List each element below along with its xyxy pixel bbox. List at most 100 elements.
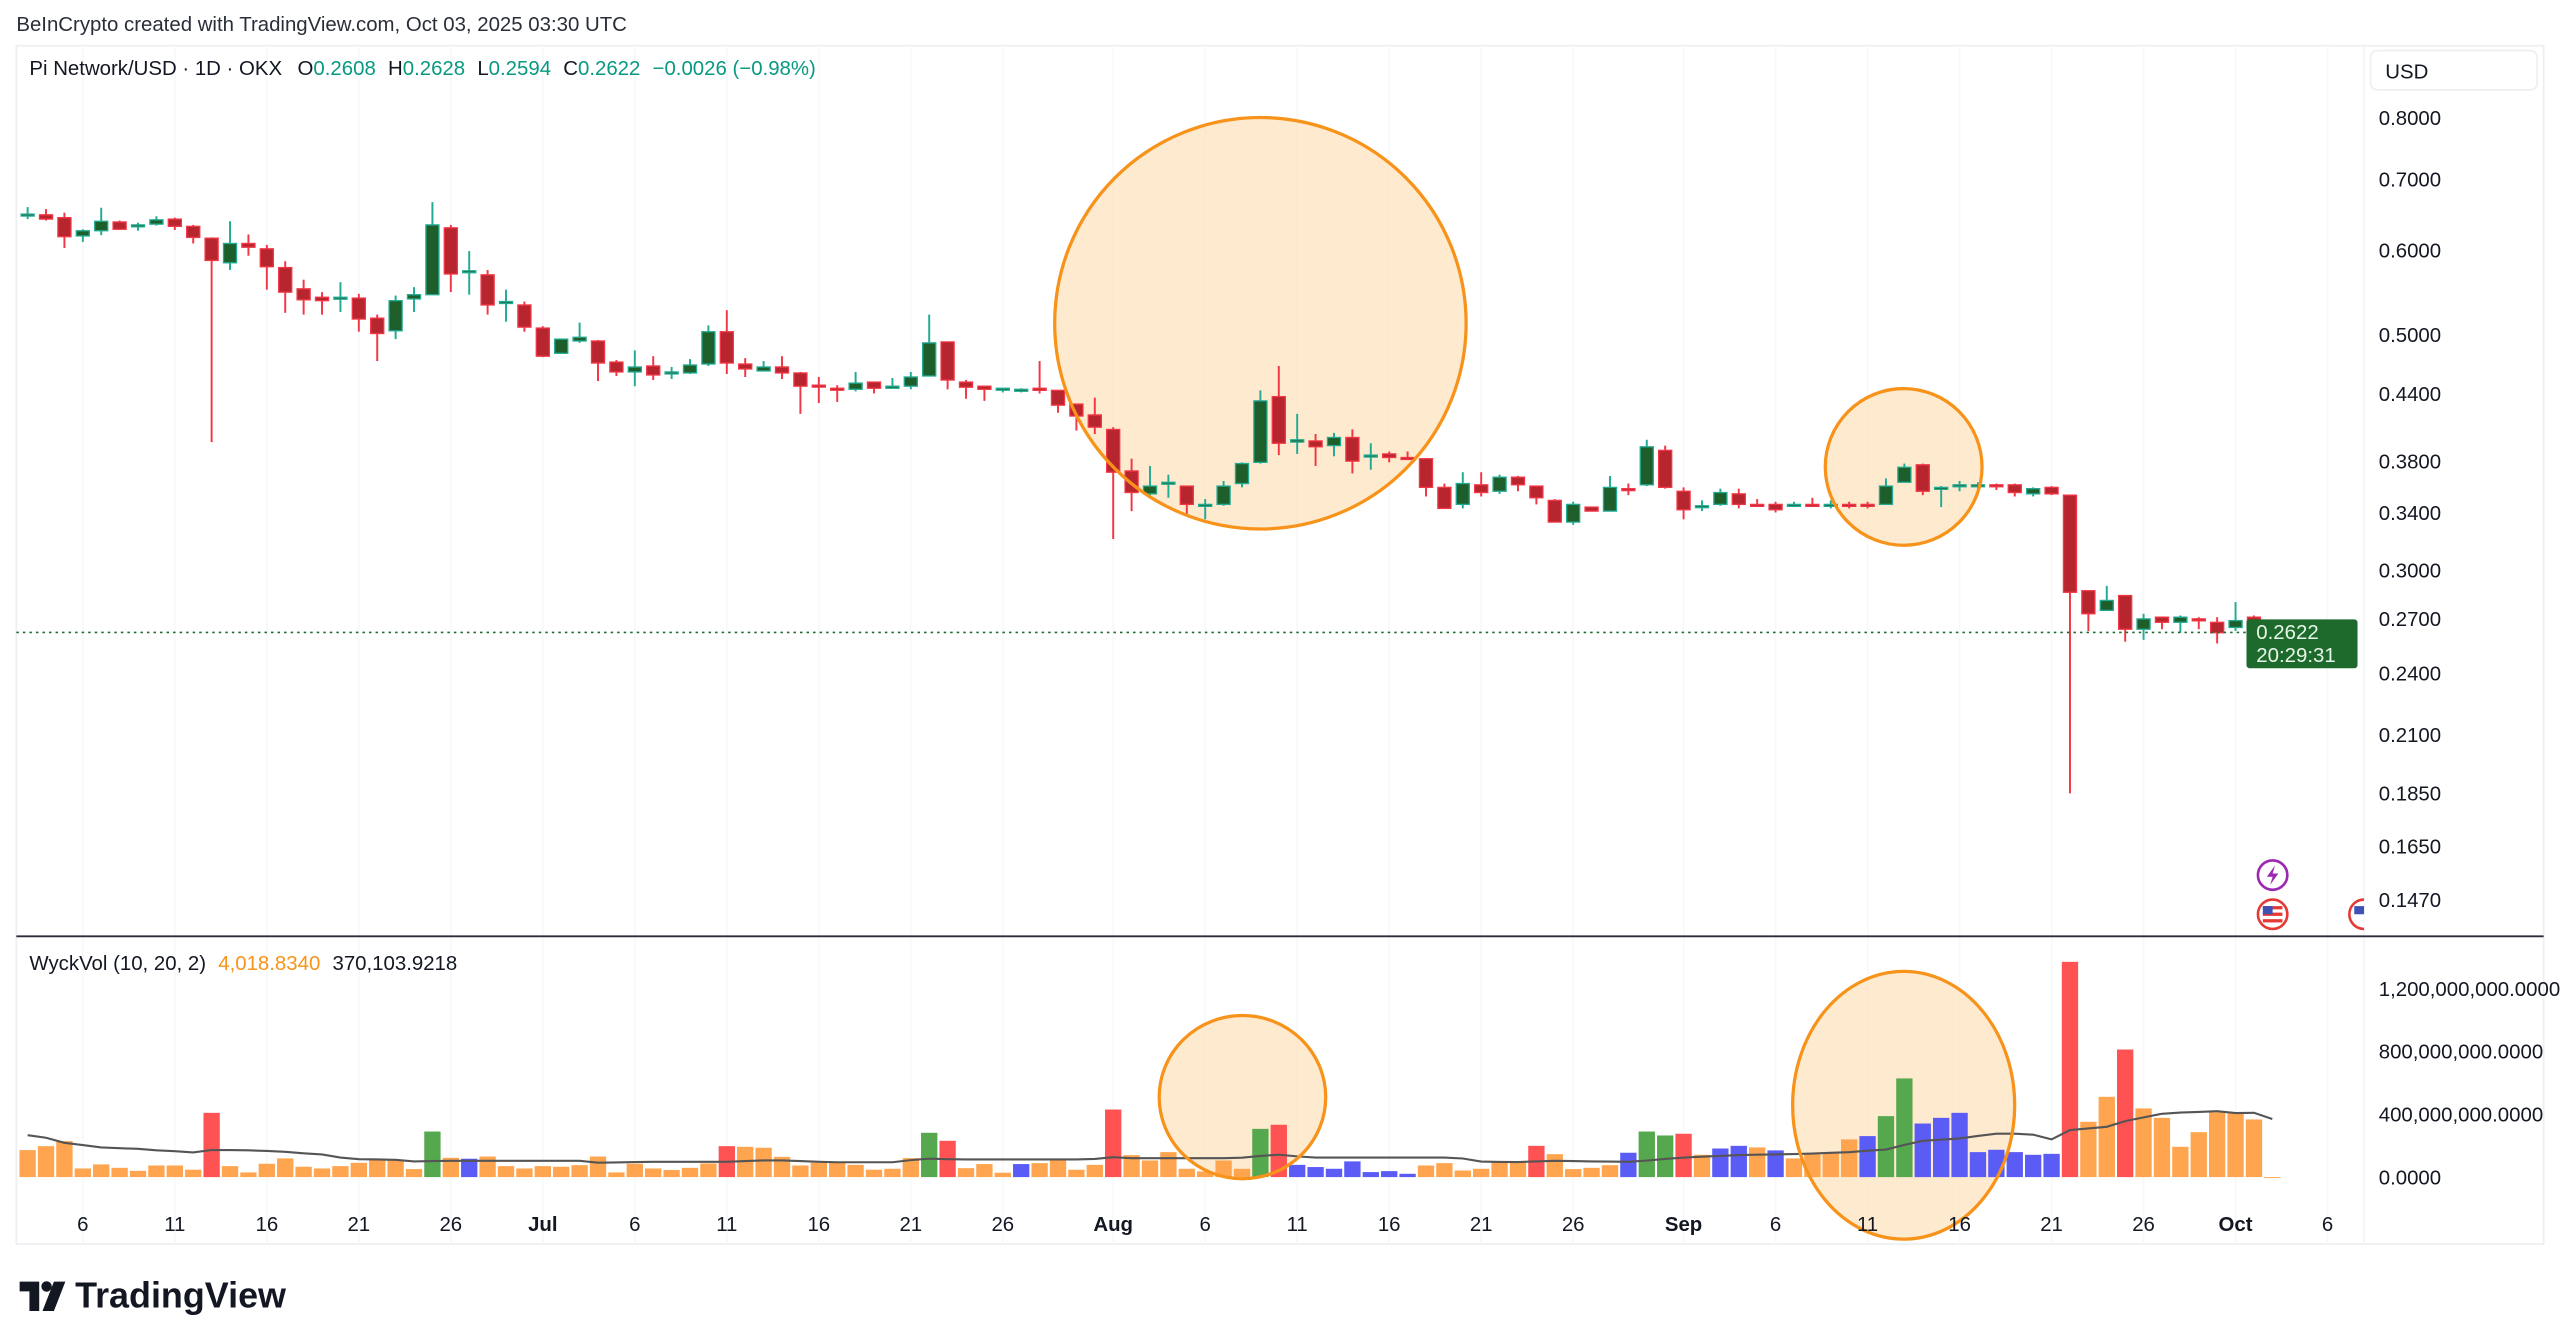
currency-button[interactable]: USD	[2369, 49, 2538, 91]
volume-bar	[1565, 1169, 1582, 1178]
candle	[1474, 472, 1489, 497]
candle	[425, 202, 440, 296]
candle-body	[940, 341, 955, 381]
volume-bar	[1638, 1131, 1655, 1178]
lightning-event-icon[interactable]	[2256, 859, 2289, 892]
volume-bar	[2245, 1119, 2263, 1178]
candle-body	[1290, 439, 1305, 443]
candle-body	[186, 225, 201, 239]
volume-bar	[166, 1165, 183, 1178]
candle	[1694, 500, 1710, 512]
volume-bar	[2006, 1152, 2023, 1178]
time-axis[interactable]: 6 11 16 21 26 Jul 6 11 16 21 26 Aug 6 11 16 21 26 Sep 6 11 1…	[77, 1214, 2333, 1236]
close-label: C	[563, 58, 578, 80]
candle-body	[57, 217, 72, 238]
volume-bar	[2043, 1153, 2060, 1178]
us-flag-event-icon[interactable]	[2348, 898, 2365, 931]
volume-bar	[2264, 1177, 2281, 1179]
candle	[958, 380, 974, 399]
candle-body	[1657, 449, 1673, 489]
candle-body	[2117, 594, 2133, 630]
candle	[1933, 486, 1949, 508]
volume-bar	[1969, 1152, 1987, 1178]
candle	[1363, 443, 1378, 470]
candle	[719, 310, 734, 374]
symbol-legend[interactable]: Pi Network/USD · 1D · OKX O0.2608 H0.262…	[29, 58, 815, 80]
volume-bar	[1509, 1162, 1527, 1178]
candle-body	[1841, 503, 1857, 508]
indicator-name: WyckVol (10, 20, 2)	[29, 953, 206, 975]
volume-bar	[1454, 1170, 1471, 1178]
time-tick-label: 26	[2132, 1214, 2155, 1236]
volume-bar	[387, 1160, 404, 1178]
candle	[1602, 475, 1618, 512]
candle-body	[1326, 436, 1342, 447]
candle-body	[406, 294, 422, 300]
candle-body	[977, 385, 992, 390]
candle	[2136, 613, 2151, 640]
candle-body	[333, 296, 348, 300]
candle-body	[2228, 619, 2243, 629]
volume-bar	[2227, 1112, 2244, 1178]
low-value: 0.2594	[489, 58, 551, 80]
candle	[1841, 501, 1857, 509]
candle	[1179, 485, 1194, 516]
candle	[278, 261, 293, 313]
volume-bar	[442, 1157, 459, 1178]
volume-bar	[497, 1166, 515, 1178]
last-price-box	[2246, 619, 2358, 669]
candle-body	[848, 382, 863, 390]
time-tick-label: 11	[164, 1214, 185, 1236]
candle-body	[738, 363, 753, 370]
logo-text: TradingView	[75, 1275, 286, 1316]
candle-body	[241, 242, 256, 248]
candle	[2099, 585, 2114, 612]
volume-bar	[1031, 1163, 1048, 1178]
candle	[38, 209, 54, 221]
candle-body	[1639, 446, 1654, 486]
indicator-value-1: 4,018.8340	[218, 953, 320, 975]
candle-body	[774, 366, 790, 374]
price-tick-label: 0.3000	[2379, 561, 2441, 583]
candle	[1161, 474, 1176, 498]
candle	[2173, 615, 2188, 633]
last-price-label: 0.2622 20:29:31	[2246, 619, 2358, 669]
price-tick-label: 0.4400	[2379, 384, 2441, 406]
candle	[186, 224, 201, 244]
candle-body	[1492, 476, 1507, 492]
candle-body	[2154, 616, 2170, 623]
price-tick-label: 0.7000	[2379, 170, 2441, 192]
volume-axis[interactable]: 1,200,000,000.0000 800,000,000.0000 400,00…	[2379, 979, 2560, 1190]
indicator-legend[interactable]: WyckVol (10, 20, 2) 4,018.8340 370,103.9…	[29, 953, 457, 975]
candle	[977, 385, 992, 401]
candle	[2062, 494, 2078, 794]
candle-body	[1529, 485, 1544, 499]
time-tick-label: 16	[1948, 1214, 1971, 1236]
high-label: H	[388, 58, 403, 80]
candle	[1510, 475, 1526, 492]
candle	[590, 340, 606, 382]
volume-bar	[608, 1172, 625, 1178]
volume-bar	[203, 1112, 220, 1178]
candle-body	[958, 381, 974, 388]
candle	[1087, 397, 1102, 435]
us-flag-event-icon[interactable]	[2256, 898, 2289, 931]
candle-body	[627, 366, 642, 373]
volume-tick-label: 800,000,000.0000	[2379, 1042, 2543, 1064]
tradingview-logo: TradingView	[19, 1275, 286, 1316]
volume-bar	[1068, 1169, 1085, 1178]
volume-bar	[921, 1132, 938, 1178]
candle	[57, 212, 72, 249]
price-axis[interactable]: 0.8000 0.7000 0.6000 0.5000 0.4400 0.3800 0.34…	[2379, 108, 2441, 912]
candle-body	[370, 317, 385, 335]
price-tick-label: 0.1850	[2379, 784, 2441, 806]
candle	[535, 326, 550, 358]
volume-bar	[1951, 1112, 1968, 1178]
volume-bar	[1473, 1168, 1490, 1178]
time-tick-label: 11	[716, 1214, 737, 1236]
volume-bar	[773, 1156, 791, 1178]
candle-body	[1768, 503, 1783, 511]
open-value: 0.2608	[313, 58, 375, 80]
candle-body	[756, 366, 771, 372]
currency-button-bg[interactable]	[2369, 49, 2538, 91]
